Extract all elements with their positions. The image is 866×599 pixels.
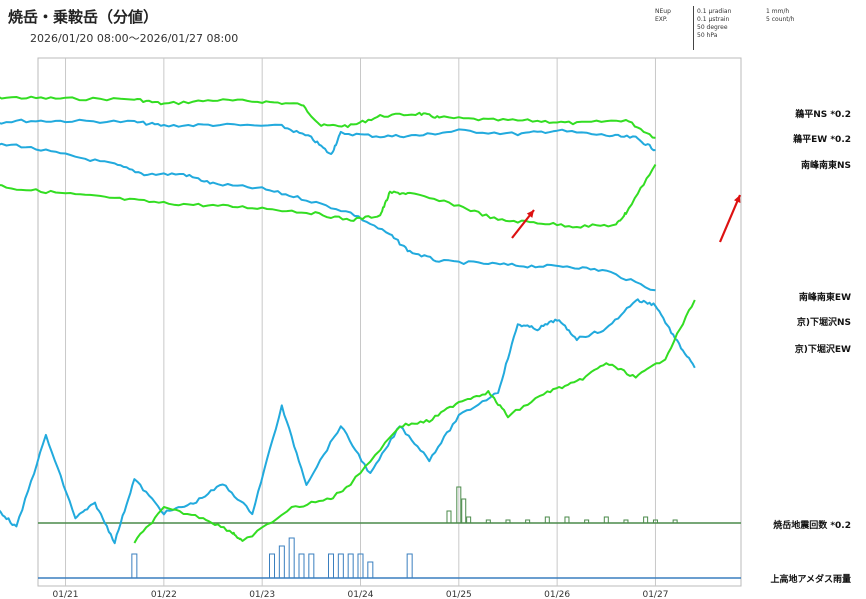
count-bar	[545, 517, 549, 523]
x-tick-label: 01/24	[348, 590, 374, 599]
series-label: 鵜平NS *0.2	[794, 108, 851, 120]
lines	[0, 96, 695, 543]
count-bar	[447, 511, 451, 523]
count-bar	[486, 520, 490, 523]
series-label: 南峰南東NS	[801, 159, 851, 171]
count-bar	[506, 520, 510, 523]
rain-bar	[368, 562, 373, 578]
x-tick-label: 01/23	[249, 590, 275, 599]
count-bar	[604, 517, 608, 523]
bars	[132, 487, 677, 578]
labels: 鵜平NS *0.2 鵜平EW *0.2 南峰南東NS 南峰南東EW 京)下堀沢NS 京)下…	[770, 108, 851, 585]
x-tick-label: 01/25	[446, 590, 472, 599]
rain-bar	[309, 554, 314, 578]
series-line	[134, 300, 694, 543]
series-line	[0, 299, 695, 543]
rain-bar	[132, 554, 137, 578]
series-label: 鵜平EW *0.2	[792, 133, 851, 145]
count-bar	[644, 517, 648, 523]
rain-bar	[289, 538, 294, 578]
rain-bar	[348, 554, 353, 578]
arrow-shaft	[720, 195, 740, 242]
count-bar	[462, 499, 466, 523]
count-bar	[673, 520, 677, 523]
count-bar	[585, 520, 589, 523]
ticks: 01/21 01/22 01/23 01/24 01/25 01/26 01/27	[53, 590, 669, 599]
x-tick-label: 01/27	[642, 590, 668, 599]
rain-bar	[270, 554, 275, 578]
count-bar	[526, 520, 530, 523]
series-label: 南峰南東EW	[799, 291, 851, 303]
count-bar	[565, 517, 569, 523]
x-tick-label: 01/26	[544, 590, 570, 599]
count-bar	[624, 520, 628, 523]
series-label: 京)下堀沢NS	[797, 316, 851, 328]
x-tick-label: 01/22	[151, 590, 177, 599]
rain-bar	[279, 546, 284, 578]
rain-bar	[338, 554, 343, 578]
grid	[66, 58, 656, 586]
rain-bar	[407, 554, 412, 578]
rain-bar	[328, 554, 333, 578]
x-tick-label: 01/21	[53, 590, 79, 599]
arrows	[512, 195, 740, 242]
count-series-label: 焼岳地震回数 *0.2	[773, 519, 851, 531]
count-bar	[467, 517, 471, 523]
rain-series-label: 上高地アメダス雨量	[770, 573, 851, 585]
rain-bar	[299, 554, 304, 578]
series-label: 京)下堀沢EW	[795, 343, 851, 355]
